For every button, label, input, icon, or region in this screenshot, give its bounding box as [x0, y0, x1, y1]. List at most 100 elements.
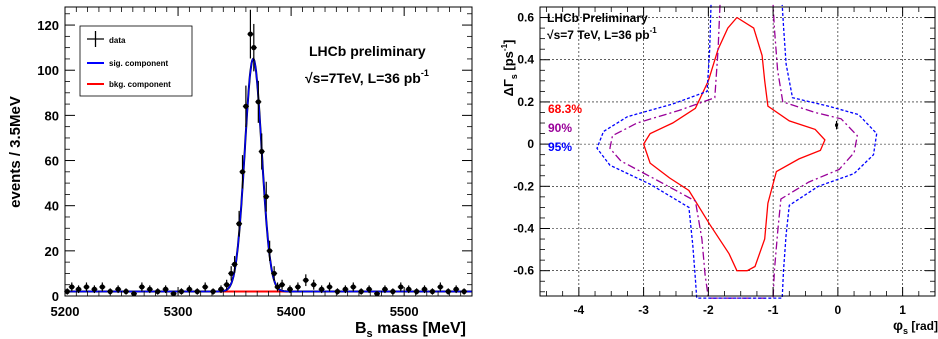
data-point: [255, 80, 262, 123]
data-point: [381, 285, 388, 294]
right-y-tick-label: 0.6: [517, 11, 534, 25]
svg-text:data: data: [109, 36, 126, 45]
data-point: [437, 282, 444, 292]
data-point: [146, 285, 153, 294]
data-point: [194, 288, 201, 295]
contour-68-3-cl: [642, 16, 826, 272]
best-fit-marker: [835, 123, 839, 127]
left-y-tick-label: 40: [45, 199, 59, 214]
right-plot-frame: [539, 6, 936, 297]
left-legend: data sig. component bkg. component: [79, 25, 193, 97]
left-x-tick-label: 5300: [164, 304, 193, 319]
left-y-tick-label: 120: [37, 18, 59, 33]
contour-90-cl: [609, 4, 859, 299]
data-point: [429, 288, 436, 295]
data-point: [294, 282, 301, 292]
data-point: [170, 291, 177, 297]
data-point: [202, 282, 209, 292]
data-point: [236, 210, 243, 237]
data-point: [461, 288, 468, 295]
left-y-tick-label: 0: [52, 289, 59, 304]
left-x-tick-label: 5400: [277, 304, 306, 319]
data-point: [350, 282, 357, 292]
data-point: [218, 285, 225, 294]
confidence-contours: [596, 4, 878, 299]
right-x-tick-label: -2: [703, 303, 714, 317]
data-point: [421, 285, 428, 294]
data-point: [223, 279, 230, 290]
data-point: [405, 285, 412, 294]
right-y-axis-label: ΔΓs [ps-1]: [500, 40, 519, 97]
data-point: [266, 240, 273, 262]
left-y-tick-label: 100: [37, 63, 59, 78]
data-point: [445, 288, 452, 295]
right-y-tick-label: 0.2: [517, 95, 534, 109]
right-x-tick-label: 1: [899, 303, 906, 317]
right-x-tick-label: -1: [768, 303, 779, 317]
left-x-axis-label: Bs mass [MeV]: [355, 320, 466, 339]
legend-item-68: 68.3%: [548, 102, 582, 116]
right-axis-ticks: -4 -3 -2 -1 0 1 -0.6 -0.4 -0.2 0 0.2 0.4 0.6: [513, 7, 935, 317]
right-x-tick-label: -3: [638, 303, 649, 317]
right-annotation-lumi: √s=7 TeV, L=36 pb-1: [547, 26, 657, 42]
data-point: [99, 282, 106, 292]
right-x-tick-label: -4: [574, 303, 585, 317]
data-point: [413, 288, 420, 295]
data-point: [263, 181, 270, 212]
data-point: [279, 279, 286, 290]
right-y-tick-label: 0.4: [517, 53, 534, 67]
data-point: [302, 274, 309, 287]
right-annotation-title: LHCb Preliminary: [547, 11, 648, 25]
data-point: [366, 285, 373, 294]
svg-text:bkg. component: bkg. component: [109, 80, 171, 89]
data-point: [318, 285, 325, 294]
legend-item-90: 90%: [548, 121, 572, 135]
right-y-tick-label: -0.4: [513, 221, 534, 235]
data-point: [83, 282, 90, 292]
right-y-tick-label: -0.6: [513, 264, 534, 278]
left-axis-ticks: 5200 5300 5400 5500 0 20 40 60 80 100 120: [37, 7, 473, 319]
data-point: [258, 133, 265, 170]
data-point: [397, 282, 404, 292]
data-point: [271, 266, 278, 281]
legend-item-background: bkg. component: [87, 80, 171, 89]
data-point: [334, 288, 341, 295]
data-point: [138, 282, 145, 292]
data-point: [239, 155, 246, 189]
left-y-tick-label: 20: [45, 244, 59, 259]
svg-text:sig. component: sig. component: [109, 59, 168, 68]
data-point: [250, 23, 257, 72]
bs-mass-plot: 5200 5300 5400 5500 0 20 40 60 80 100 120 events /…: [7, 6, 473, 339]
right-x-axis-label: φs [rad]: [893, 317, 938, 336]
data-point: [310, 279, 317, 290]
contour-95-cl: [596, 4, 878, 299]
data-point: [326, 282, 333, 292]
data-point: [374, 291, 381, 297]
data-point: [274, 282, 281, 292]
left-y-tick-label: 80: [45, 108, 59, 123]
left-x-tick-label: 5500: [390, 304, 419, 319]
data-point: [231, 256, 238, 273]
data-point: [115, 285, 122, 294]
left-annotation-title: LHCb preliminary: [309, 43, 426, 59]
data-point: [247, 9, 254, 59]
data-point: [228, 266, 235, 281]
data-point: [342, 285, 349, 294]
data-point: [91, 285, 98, 294]
data-point: [178, 288, 185, 295]
data-point: [123, 288, 130, 295]
right-y-tick-label: -0.2: [513, 179, 534, 193]
legend-item-signal: sig. component: [87, 59, 168, 68]
left-y-axis-label: events / 3.5MeV: [7, 96, 24, 208]
data-point: [162, 285, 169, 294]
right-x-tick-label: 0: [835, 303, 842, 317]
right-legend: 68.3% 90% 95%: [548, 102, 582, 154]
data-point: [453, 285, 460, 294]
phis-deltagamma-plot: -4 -3 -2 -1 0 1 -0.6 -0.4 -0.2 0 0.2 0.4 0.6 ΔΓs [ps…: [500, 4, 938, 336]
left-x-tick-label: 5200: [51, 304, 80, 319]
legend-item-data: data: [87, 31, 126, 47]
left-y-tick-label: 60: [45, 154, 59, 169]
data-point: [68, 282, 75, 292]
data-point: [75, 285, 82, 294]
